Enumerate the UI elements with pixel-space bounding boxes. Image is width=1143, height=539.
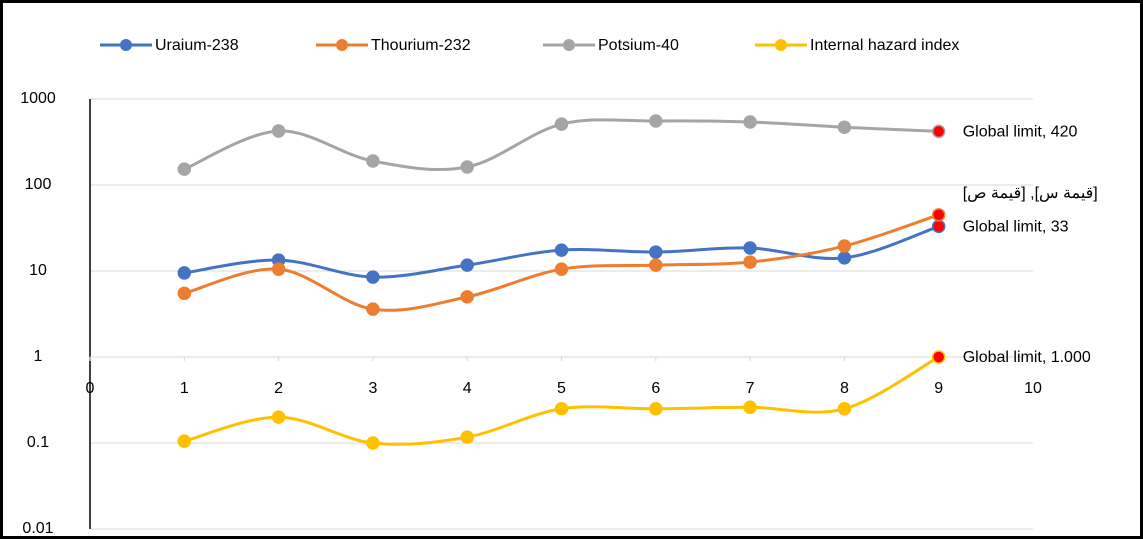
x-tick-label: 3 [368, 380, 377, 397]
data-point [366, 154, 380, 168]
data-point [366, 302, 380, 316]
data-point [177, 286, 192, 301]
data-point [931, 124, 946, 139]
data-point [931, 350, 946, 364]
data-point [554, 402, 569, 416]
y-tick-label: 10 [29, 262, 47, 279]
data-point [743, 255, 757, 269]
legend-item: Thourium-232 [316, 37, 471, 54]
x-tick-label: 4 [463, 380, 472, 397]
data-point [177, 266, 192, 280]
y-tick-label: 1000 [20, 90, 56, 107]
data-point [743, 115, 757, 129]
y-tick-label: 0.1 [27, 434, 49, 451]
x-tick-label: 0 [86, 380, 95, 397]
legend-marker [775, 39, 787, 51]
x-tick-label: 1 [180, 380, 189, 397]
x-tick-label: 5 [557, 380, 566, 397]
x-tick-label: 2 [274, 380, 283, 397]
legend-label: Thourium-232 [371, 37, 471, 54]
data-point [460, 290, 474, 304]
point-label: Global limit, 1.000 [963, 349, 1091, 366]
legend-label: Uraium-238 [155, 37, 239, 54]
data-point [649, 258, 663, 272]
data-point [743, 241, 757, 255]
data-point [271, 124, 286, 138]
y-tick-label: 0.01 [22, 520, 53, 537]
data-point [177, 434, 192, 448]
point-label: [قيمة ص] ,[قيمة س] [963, 185, 1098, 202]
data-point [931, 219, 946, 234]
point-label: Global limit, 33 [963, 219, 1069, 236]
data-point [554, 262, 569, 276]
data-point [554, 117, 569, 131]
x-tick-label: 6 [651, 380, 660, 397]
legend-label: Internal hazard index [810, 37, 959, 54]
legend-item: Uraium-238 [100, 37, 239, 54]
x-tick-label: 9 [934, 380, 943, 397]
x-tick-label: 10 [1024, 380, 1042, 397]
data-point [554, 243, 569, 257]
data-point [743, 400, 757, 415]
data-point [649, 245, 663, 259]
data-point [649, 114, 663, 128]
y-tick-label: 100 [25, 176, 52, 193]
legend-marker [120, 39, 132, 51]
legend-marker [336, 39, 348, 51]
point-label: Global limit, 420 [963, 124, 1078, 141]
data-point [366, 436, 380, 450]
data-point [177, 162, 192, 176]
data-point [931, 208, 946, 222]
data-point [837, 239, 852, 253]
data-point [837, 251, 852, 265]
data-point [837, 402, 852, 416]
data-point [837, 120, 852, 134]
data-point [460, 430, 474, 444]
legend-item: Internal hazard index [755, 37, 959, 54]
legend-label: Potsium-40 [598, 37, 679, 54]
data-point [649, 402, 663, 416]
data-point [366, 270, 380, 284]
data-point [271, 262, 286, 276]
data-point [460, 258, 474, 272]
x-tick-label: 8 [840, 380, 849, 397]
legend-item: Potsium-40 [543, 37, 679, 54]
data-point [460, 160, 474, 174]
x-tick-label: 7 [746, 380, 755, 397]
legend-marker [563, 39, 575, 51]
y-tick-label: 1 [34, 348, 43, 365]
data-point [271, 410, 286, 424]
